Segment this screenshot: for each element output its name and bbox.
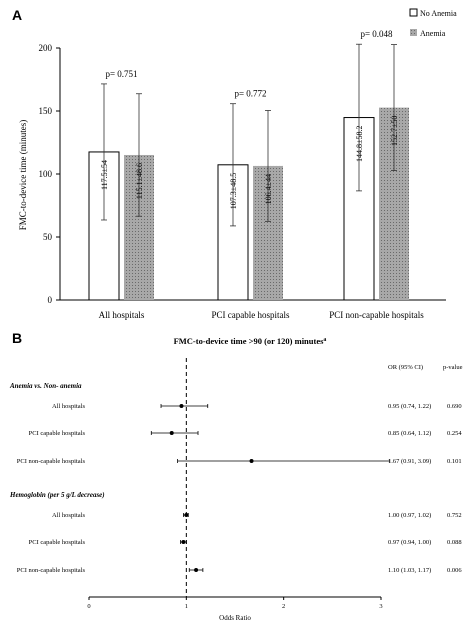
forest-x-axis-label: Odds Ratio xyxy=(219,614,251,622)
panel-a: A No Anemia Anemia FMC-to-device time (m… xyxy=(12,7,457,320)
group-heading-1: Anemia vs. Non- anemia xyxy=(9,382,82,390)
y-tick-label-200: 200 xyxy=(39,43,53,53)
y-axis-label: FMC-to-device time (minutes) xyxy=(18,120,28,230)
data-label-all-hospitals-no-anemia: 117.5±54 xyxy=(100,160,109,190)
p-text-g2-pci-non-capable-hospitals: 0.006 xyxy=(447,567,462,574)
y-tick-label-100: 100 xyxy=(39,169,53,179)
panel-b: B FMC-to-device time >90 (or 120) minute… xyxy=(9,330,463,622)
group-heading-2: Hemoglobin (per 5 g/L decrease) xyxy=(9,491,105,499)
data-label-pci-capable-hospitals-no-anemia: 107.3±48.5 xyxy=(229,173,238,209)
row-label-g1-pci-non-capable-hospitals: PCI non-capable hospitals xyxy=(17,458,86,465)
bar-marks: 117.5±54 115.1±48.6 p= 0.751 All hospitals 1… xyxy=(88,29,424,320)
or-point-g2-all-hospitals xyxy=(184,513,189,517)
y-tick-label-0: 0 xyxy=(48,295,53,305)
y-ticks: 0 50 100 150 200 xyxy=(39,43,60,305)
or-column-header: OR (95% CI) xyxy=(388,364,423,371)
forest-x-tick-label-1: 1 xyxy=(185,603,188,610)
p-value-pci-capable-hospitals: p= 0.772 xyxy=(234,89,266,99)
data-label-all-hospitals-anemia: 115.1±48.6 xyxy=(135,163,144,199)
forest-x-tick-label-3: 3 xyxy=(379,603,382,610)
data-label-pci-capable-hospitals-anemia: 106.4±44 xyxy=(264,174,273,204)
or-text-g2-all-hospitals: 1.00 (0.97, 1.02) xyxy=(388,512,431,519)
legend-swatch-anemia xyxy=(410,29,417,36)
forest-marks: Anemia vs. Non- anemia All hospitals 0.95 … xyxy=(9,382,462,574)
p-text-g1-pci-capable-hospitals: 0.254 xyxy=(447,430,462,437)
x-tick-label-pci-non-capable-hospitals: PCI non-capable hospitals xyxy=(329,310,424,320)
forest-title: FMC-to-device time >90 (or 120) minutesa xyxy=(174,336,327,346)
row-label-g2-pci-capable-hospitals: PCI capable hospitals xyxy=(29,539,86,546)
or-point-g1-pci-non-capable-hospitals xyxy=(249,459,254,463)
forest-x-tick-label-0: 0 xyxy=(87,603,90,610)
or-text-g2-pci-capable-hospitals: 0.97 (0.94, 1.00) xyxy=(388,539,431,546)
x-tick-label-all-hospitals: All hospitals xyxy=(99,310,145,320)
p-value-pci-non-capable-hospitals: p= 0.048 xyxy=(360,29,393,39)
forest-title-text: FMC-to-device time >90 (or 120) minutes xyxy=(174,336,325,346)
x-tick-label-pci-capable-hospitals: PCI capable hospitals xyxy=(212,310,290,320)
legend-swatch-no-anemia xyxy=(409,8,418,17)
or-text-g1-all-hospitals: 0.95 (0.74, 1.22) xyxy=(388,403,431,410)
panel-b-letter: B xyxy=(12,330,22,346)
legend-label-anemia: Anemia xyxy=(420,29,446,38)
p-text-g1-pci-non-capable-hospitals: 0.101 xyxy=(447,458,462,465)
p-text-g1-all-hospitals: 0.690 xyxy=(447,403,462,410)
panel-a-letter: A xyxy=(12,7,22,23)
or-point-g2-pci-non-capable-hospitals xyxy=(194,568,199,572)
or-point-g1-pci-capable-hospitals xyxy=(169,431,174,435)
legend: No Anemia Anemia xyxy=(409,8,457,38)
or-text-g1-pci-capable-hospitals: 0.85 (0.64, 1.12) xyxy=(388,430,431,437)
p-text-g2-pci-capable-hospitals: 0.088 xyxy=(447,539,462,546)
data-label-pci-non-capable-hospitals-no-anemia: 144.8±58.2 xyxy=(355,126,364,162)
forest-x-ticks: 0 1 2 3 xyxy=(87,597,383,610)
forest-x-tick-label-2: 2 xyxy=(282,603,285,610)
row-label-g1-all-hospitals: All hospitals xyxy=(52,403,86,410)
row-label-g1-pci-capable-hospitals: PCI capable hospitals xyxy=(29,430,86,437)
or-point-g1-all-hospitals xyxy=(179,404,184,408)
or-point-g2-pci-capable-hospitals xyxy=(181,540,186,544)
or-text-g1-pci-non-capable-hospitals: 1.67 (0.91, 3.09) xyxy=(388,458,431,465)
p-text-g2-all-hospitals: 0.752 xyxy=(447,512,462,519)
row-label-g2-all-hospitals: All hospitals xyxy=(52,512,86,519)
p-column-header: p-value xyxy=(443,364,463,371)
row-label-g2-pci-non-capable-hospitals: PCI non-capable hospitals xyxy=(17,567,86,574)
y-tick-label-150: 150 xyxy=(39,106,53,116)
forest-title-superscript: a xyxy=(323,337,326,343)
legend-label-no-anemia: No Anemia xyxy=(420,9,457,18)
or-text-g2-pci-non-capable-hospitals: 1.10 (1.03, 1.17) xyxy=(388,567,431,574)
data-label-pci-non-capable-hospitals-anemia: 152.7±50 xyxy=(390,116,399,146)
y-tick-label-50: 50 xyxy=(43,232,53,242)
p-value-all-hospitals: p= 0.751 xyxy=(105,69,137,79)
